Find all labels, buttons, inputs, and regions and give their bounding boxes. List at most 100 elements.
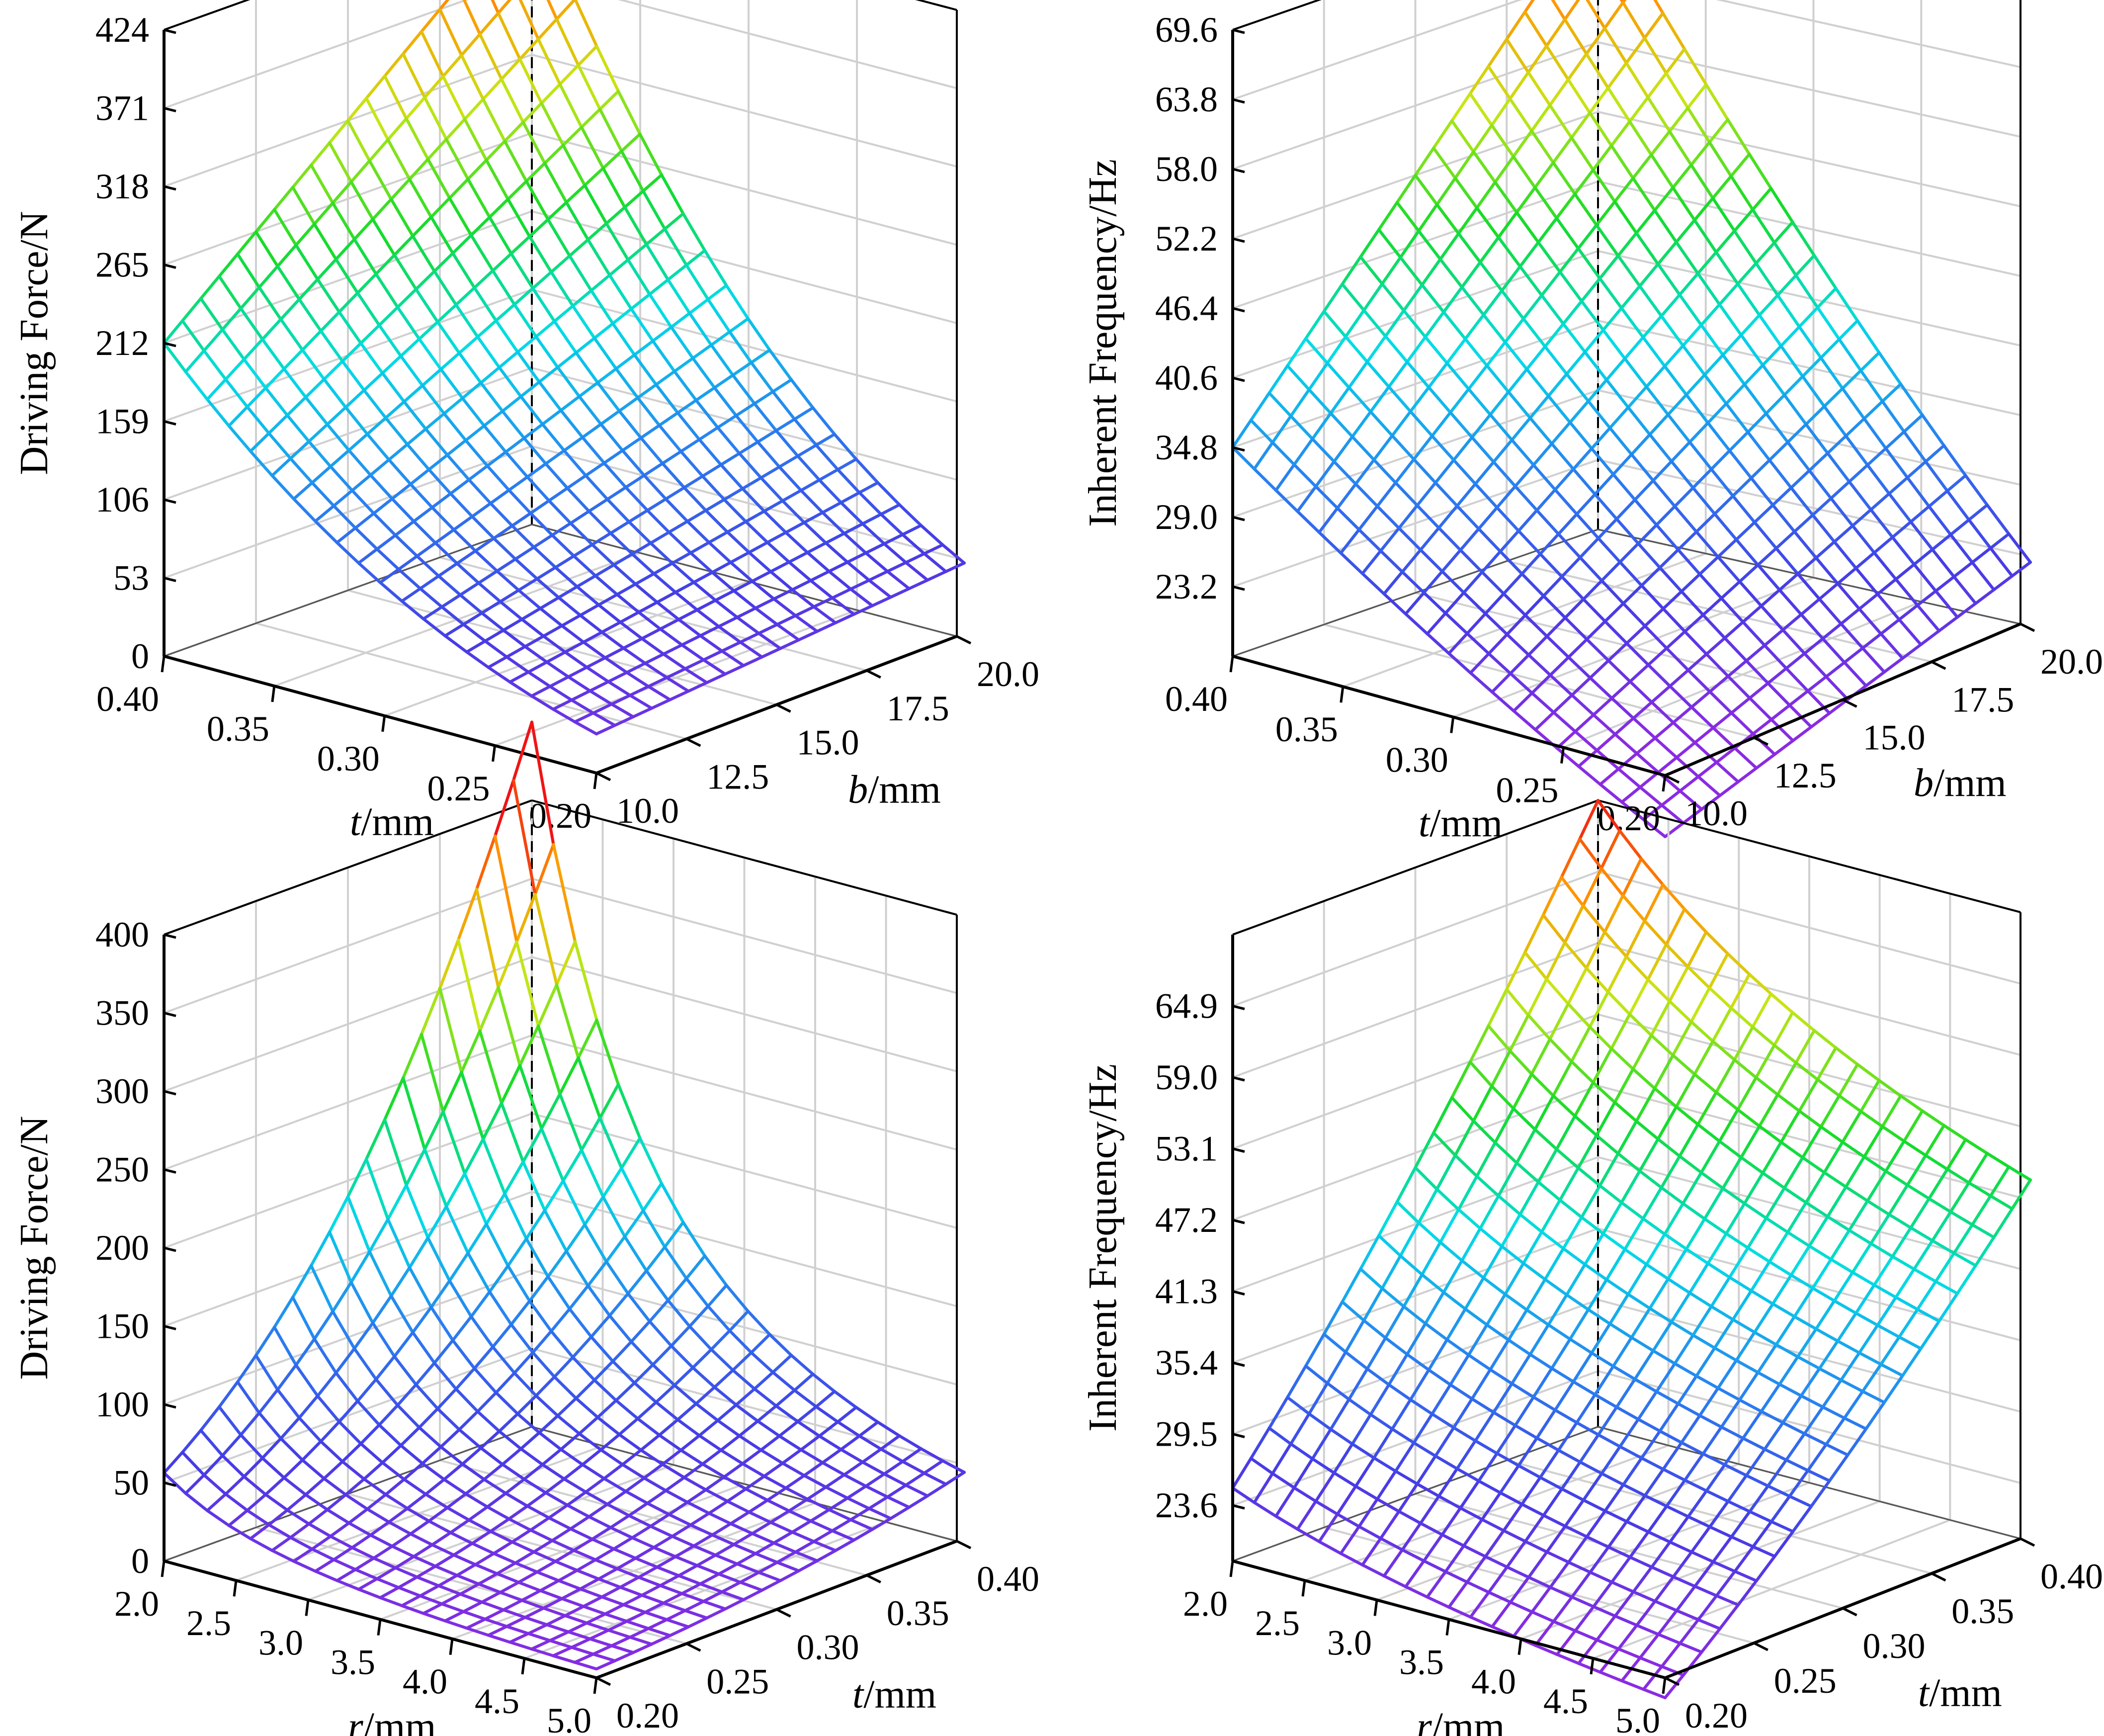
surface-line <box>1322 310 1347 339</box>
surface-line <box>1552 136 1573 165</box>
surface-line <box>580 1148 605 1199</box>
surface-line <box>1487 1590 1512 1604</box>
surface-line <box>1631 1034 1653 1071</box>
surface-line <box>1372 1456 1397 1473</box>
surface-line <box>1745 1448 1767 1477</box>
surface-line <box>1637 1390 1658 1421</box>
surface-line <box>673 1384 698 1405</box>
surface-line <box>867 579 892 599</box>
surface-line <box>329 448 350 468</box>
surface-line <box>1307 361 1329 391</box>
surface-line <box>1438 1208 1460 1244</box>
surface-line <box>901 533 926 555</box>
surface-line <box>420 986 441 1036</box>
surface-line <box>806 1485 828 1501</box>
surface-line <box>630 307 655 343</box>
surface-line <box>1558 247 1580 273</box>
surface-line <box>507 475 529 492</box>
surface-line <box>1426 1595 1450 1609</box>
surface-line <box>1379 526 1401 553</box>
surface-line <box>626 1292 651 1323</box>
surface-line <box>680 1592 705 1603</box>
surface-line <box>1399 256 1424 287</box>
surface-line <box>1632 700 1653 720</box>
surface-line <box>598 89 620 111</box>
x-axis-title: t/mm <box>1419 801 1503 845</box>
surface-line <box>1635 736 1657 755</box>
z-tick-label: 58.0 <box>1155 149 1218 189</box>
surface-line <box>1570 1060 1595 1084</box>
surface-line <box>457 938 482 1033</box>
surface-line <box>681 1220 706 1258</box>
surface-line <box>534 1375 556 1397</box>
surface-line <box>1974 1235 1996 1267</box>
surface-line <box>1402 309 1427 339</box>
surface-line <box>1789 486 1814 517</box>
surface-line <box>471 1542 496 1555</box>
surface-line <box>365 75 386 100</box>
surface-line <box>607 671 628 684</box>
surface-line <box>719 451 741 466</box>
surface-line <box>1532 1367 1553 1399</box>
surface-line <box>1730 1535 1755 1549</box>
surface-line <box>264 1476 286 1496</box>
wall-grid-line <box>164 0 469 109</box>
surface-line <box>562 1148 583 1183</box>
surface-line <box>1357 1497 1379 1528</box>
surface-line <box>1949 533 1974 564</box>
surface-line <box>1638 262 1660 288</box>
surface-line <box>589 1637 613 1648</box>
surface-line <box>467 464 489 482</box>
surface-line <box>648 293 673 329</box>
surface-line <box>1333 435 1354 463</box>
surface-line <box>518 0 540 41</box>
surface-line <box>522 423 544 440</box>
surface-line <box>1555 216 1580 250</box>
surface-line <box>579 1577 600 1591</box>
surface-line <box>1693 218 1718 254</box>
surface-line <box>1646 72 1668 99</box>
surface-line <box>1543 1247 1565 1281</box>
surface-line <box>294 244 319 281</box>
surface-line <box>567 1630 591 1641</box>
surface-line <box>1585 1509 1607 1539</box>
surface-line <box>1480 1518 1506 1532</box>
surface-line <box>625 1611 647 1623</box>
surface-line <box>463 97 485 121</box>
surface-line <box>1572 447 1594 471</box>
surface-line <box>594 1558 619 1570</box>
surface-line <box>1598 277 1623 310</box>
surface-line <box>1758 1125 1783 1144</box>
surface-line <box>1679 775 1700 793</box>
surface-line <box>1422 570 1444 595</box>
surface-line <box>304 1493 329 1511</box>
surface-line <box>562 144 587 187</box>
surface-line <box>568 254 593 292</box>
surface-line <box>656 1565 680 1577</box>
x-tick-label: 0.30 <box>317 739 380 779</box>
surface-line <box>181 1429 202 1454</box>
surface-line <box>775 1561 800 1572</box>
surface-line <box>1628 1530 1650 1559</box>
z-tick-mark <box>164 1090 176 1096</box>
surface-line <box>555 17 580 67</box>
surface-line <box>1336 1484 1357 1516</box>
surface-line <box>1672 705 1693 724</box>
surface-line <box>1713 494 1735 516</box>
surface-line <box>670 1325 691 1348</box>
surface-line <box>623 1235 648 1273</box>
surface-line <box>671 551 692 565</box>
surface-line <box>421 1445 442 1465</box>
surface-line <box>369 473 394 501</box>
surface-line <box>466 177 491 219</box>
surface-line <box>1617 767 1642 789</box>
surface-line <box>1677 530 1698 551</box>
surface-line <box>423 1147 448 1208</box>
surface-line <box>500 1101 525 1164</box>
surface-line <box>1520 552 1542 576</box>
surface-line <box>704 509 729 534</box>
surface-line <box>1572 1351 1594 1384</box>
surface-line <box>1753 1302 1774 1334</box>
surface-line <box>1594 1365 1615 1396</box>
